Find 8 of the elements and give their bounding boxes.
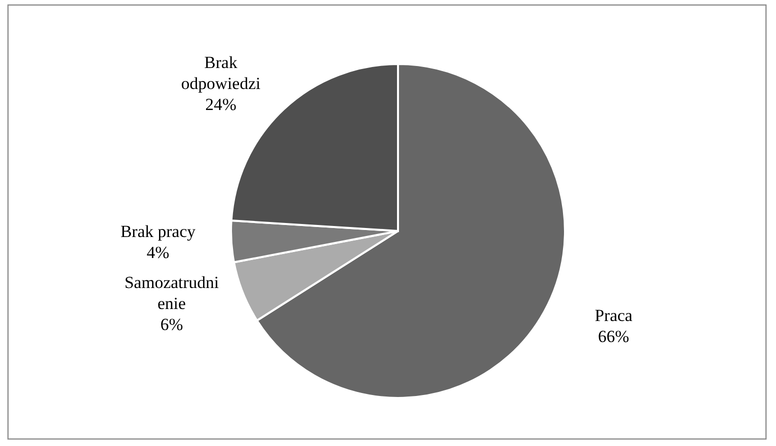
- data-label: 4%: [146, 242, 170, 262]
- data-label: 6%: [160, 314, 184, 334]
- data-label: 66%: [598, 326, 630, 346]
- data-label: 24%: [205, 94, 236, 114]
- slice-label: Praca: [594, 306, 633, 325]
- slice-label: Brak odpowiedzi: [181, 52, 261, 93]
- slice-label: Samozatrudnienie: [124, 272, 220, 313]
- slice-label: Brak pracy: [120, 222, 196, 241]
